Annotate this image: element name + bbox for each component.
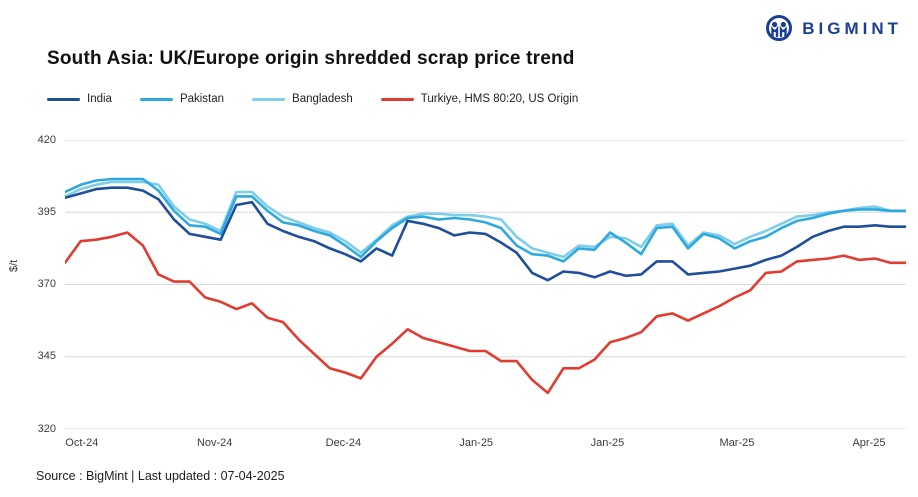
y-tick-label: 345: [37, 350, 56, 363]
x-tick-label: Jan-25: [459, 437, 494, 449]
legend-swatch-turkiye: [380, 97, 414, 101]
x-tick-label: Jan-25: [590, 437, 625, 449]
legend-item-pakistan: Pakistan: [139, 93, 225, 105]
legend-label-bangladesh: Bangladesh: [292, 93, 353, 105]
legend-swatch-pakistan: [139, 97, 173, 101]
legend-label-pakistan: Pakistan: [179, 93, 225, 105]
series-line-turkiye-hms-us-origin: [63, 231, 908, 395]
bigmint-logo-icon: [764, 14, 794, 44]
legend-label-india: India: [87, 93, 112, 105]
y-axis-label: $/t: [8, 259, 20, 272]
legend-item-india: India: [47, 93, 112, 105]
x-tick-label: Dec-24: [325, 437, 362, 449]
plot-area: [63, 139, 908, 430]
legend-swatch-india: [47, 97, 80, 101]
chart-legend: India Pakistan Bangladesh Turkiye, HMS 8…: [47, 93, 578, 105]
source-note: Source : BigMint | Last updated : 07-04-…: [36, 469, 285, 483]
series-line-pakistan: [63, 177, 908, 263]
y-tick-label: 395: [37, 205, 56, 218]
y-tick-label: 370: [37, 278, 56, 290]
x-tick-label: Nov-24: [196, 437, 233, 449]
legend-label-turkiye: Turkiye, HMS 80:20, US Origin: [420, 93, 579, 105]
y-tick-label: 320: [37, 422, 56, 435]
legend-swatch-bangladesh: [252, 97, 286, 101]
legend-item-bangladesh: Bangladesh: [252, 93, 353, 105]
page-title: South Asia: UK/Europe origin shredded sc…: [47, 48, 575, 69]
series-line-india: [63, 186, 908, 282]
y-tick-label: 420: [37, 133, 56, 146]
x-tick-label: Oct-24: [65, 437, 99, 449]
legend-item-turkiye: Turkiye, HMS 80:20, US Origin: [380, 93, 579, 105]
x-tick-label: Apr-25: [852, 437, 886, 449]
brand-logo: BIGMINT: [764, 14, 902, 44]
x-tick-label: Mar-25: [719, 437, 755, 449]
price-trend-chart: [63, 139, 908, 430]
brand-name: BIGMINT: [802, 19, 902, 38]
series-line-bangladesh: [63, 180, 908, 259]
